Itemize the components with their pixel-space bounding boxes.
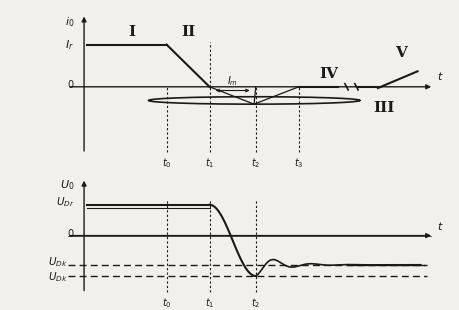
Text: V: V [395,46,407,60]
Text: $I_r$: $I_r$ [65,38,74,51]
Text: $I_m$: $I_m$ [227,74,238,88]
Text: $0$: $0$ [67,78,74,90]
Text: $U_0$: $U_0$ [60,178,74,192]
Text: $i_0$: $i_0$ [65,15,74,29]
Text: II: II [181,25,195,39]
Text: $0$: $0$ [67,227,74,239]
Text: IV: IV [319,67,338,82]
Text: $t_1$: $t_1$ [205,156,214,170]
Text: $t_1$: $t_1$ [205,296,214,310]
Text: $U_{Dk}$: $U_{Dk}$ [48,256,67,269]
Text: $U_{Dk}$: $U_{Dk}$ [48,270,67,284]
Text: $t_0$: $t_0$ [162,296,172,310]
Text: III: III [373,101,394,115]
Text: $t_2$: $t_2$ [251,296,260,310]
Text: $t_3$: $t_3$ [294,156,303,170]
Text: $t$: $t$ [437,220,444,232]
Text: $t_2$: $t_2$ [251,156,260,170]
Text: $t_0$: $t_0$ [162,156,172,170]
Text: I: I [129,25,135,39]
Text: $U_{Dr}$: $U_{Dr}$ [56,196,74,209]
Text: $t$: $t$ [437,70,444,82]
